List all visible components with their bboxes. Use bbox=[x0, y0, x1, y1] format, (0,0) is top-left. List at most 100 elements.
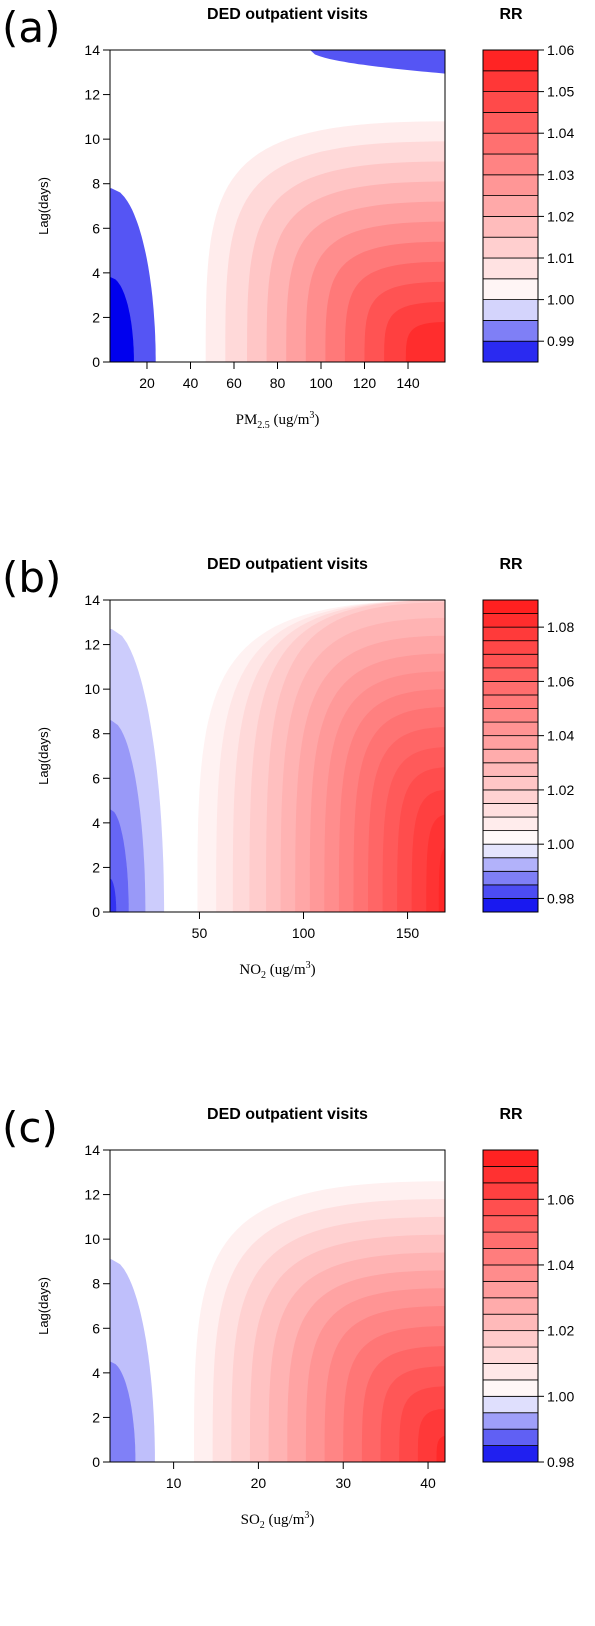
panel-label: (c) bbox=[2, 1103, 58, 1152]
y-tick-label: 6 bbox=[92, 1320, 100, 1336]
y-tick-label: 4 bbox=[92, 1365, 100, 1381]
legend-swatch bbox=[482, 748, 539, 764]
plot-area bbox=[110, 1150, 445, 1462]
legend-swatch bbox=[482, 613, 539, 628]
contour-region-rr-1.085 bbox=[438, 847, 445, 912]
legend-tick-label: 0.98 bbox=[547, 1454, 574, 1470]
legend-swatch bbox=[482, 1231, 539, 1249]
contour-region-rr-1.08 bbox=[426, 814, 445, 912]
legend-frame bbox=[482, 1149, 539, 1463]
legend-swatch bbox=[482, 830, 539, 845]
y-tick-label: 10 bbox=[84, 1231, 100, 1247]
legend-swatch bbox=[482, 1215, 539, 1233]
x-axis-label: SO2 (ug/m3) bbox=[241, 1510, 315, 1531]
legend-swatch bbox=[482, 1313, 539, 1332]
legend-tick-label: 1.06 bbox=[547, 1191, 574, 1207]
plot-frame bbox=[109, 1149, 446, 1463]
x-tick-label: 30 bbox=[335, 1475, 351, 1491]
legend-swatch bbox=[482, 1445, 539, 1463]
legend-swatch bbox=[482, 721, 539, 737]
legend-frame bbox=[482, 49, 539, 363]
legend-swatch bbox=[482, 174, 539, 197]
legend-swatch bbox=[482, 1166, 539, 1184]
legend-swatch bbox=[482, 775, 539, 791]
x-tick-label: 100 bbox=[309, 375, 333, 391]
contour-region-rr-0.985 bbox=[110, 277, 134, 362]
x-tick-label: 40 bbox=[420, 1475, 436, 1491]
legend-swatch bbox=[482, 694, 539, 709]
legend-swatch bbox=[482, 667, 539, 682]
legend-swatch bbox=[482, 1412, 539, 1430]
contour-region-rr-1.055 bbox=[405, 321, 445, 362]
legend-swatch bbox=[482, 599, 539, 614]
legend-tick-label: 1.03 bbox=[547, 167, 574, 183]
legend-tick-label: 1.05 bbox=[547, 84, 574, 100]
legend-swatch bbox=[482, 1182, 539, 1200]
plot-frame bbox=[109, 599, 446, 913]
legend-tick-label: 1.04 bbox=[547, 1257, 574, 1273]
legend-swatch bbox=[482, 884, 539, 899]
legend-tick-label: 1.06 bbox=[547, 42, 574, 58]
y-tick-label: 14 bbox=[84, 42, 100, 58]
legend-swatch bbox=[482, 708, 539, 723]
y-tick-label: 0 bbox=[92, 1454, 100, 1470]
legend-swatch bbox=[482, 870, 539, 886]
contour-region-rr-0.99 bbox=[110, 1361, 136, 1462]
panel-label: (b) bbox=[2, 553, 61, 602]
legend-swatch bbox=[482, 195, 539, 217]
legend-swatch bbox=[482, 803, 539, 818]
legend-tick-label: 0.99 bbox=[547, 333, 574, 349]
y-tick-label: 12 bbox=[84, 1187, 100, 1203]
legend-swatch bbox=[482, 735, 539, 750]
contour-region-rr-1.075 bbox=[411, 789, 445, 912]
y-axis-label: Lag(days) bbox=[36, 1277, 51, 1335]
legend-swatch bbox=[482, 70, 539, 93]
chart-title: DED outpatient visits bbox=[207, 556, 368, 573]
y-tick-label: 8 bbox=[92, 726, 100, 742]
y-tick-label: 2 bbox=[92, 309, 100, 325]
legend-swatch bbox=[482, 1280, 539, 1299]
x-tick-label: 150 bbox=[396, 925, 420, 941]
legend-tick-label: 1.01 bbox=[547, 250, 574, 266]
legend-swatch bbox=[482, 1297, 539, 1315]
y-axis-label: Lag(days) bbox=[36, 177, 51, 235]
legend-swatch bbox=[482, 1330, 539, 1348]
legend-swatch bbox=[482, 49, 539, 72]
legend-swatch bbox=[482, 1248, 539, 1266]
legend-frame bbox=[482, 599, 539, 913]
legend-tick-label: 1.06 bbox=[547, 673, 574, 689]
y-axis-label: Lag(days) bbox=[36, 727, 51, 785]
y-tick-label: 6 bbox=[92, 220, 100, 236]
legend-swatch bbox=[482, 132, 539, 155]
legend-tick-label: 1.02 bbox=[547, 782, 574, 798]
legend-tick-label: 0.98 bbox=[547, 890, 574, 906]
y-tick-label: 4 bbox=[92, 815, 100, 831]
legend-swatch bbox=[482, 898, 539, 913]
chart-title: DED outpatient visits bbox=[207, 6, 368, 23]
y-tick-label: 2 bbox=[92, 1409, 100, 1425]
legend-tick-label: 1.02 bbox=[547, 208, 574, 224]
y-tick-label: 10 bbox=[84, 131, 100, 147]
contour-region-rr-0.98 bbox=[110, 878, 117, 912]
legend-swatch bbox=[482, 1198, 539, 1217]
chart-panel-b: (b) DED outpatient visits RR 0 2 4 6 8 10 12 14 Lag… bbox=[2, 553, 574, 981]
legend-swatch bbox=[482, 1346, 539, 1364]
legend-swatch bbox=[482, 257, 539, 280]
legend-swatch bbox=[482, 1395, 539, 1414]
panel-b: (b) DED outpatient visits RR 0 2 4 6 8 10 12 14 Lag… bbox=[0, 550, 595, 1070]
legend-tick-label: 1.00 bbox=[547, 1388, 574, 1404]
y-tick-label: 12 bbox=[84, 637, 100, 653]
legend-tick-label: 1.08 bbox=[547, 619, 574, 635]
legend-swatch bbox=[482, 299, 539, 321]
legend-swatch bbox=[482, 1264, 539, 1282]
legend-swatch bbox=[482, 319, 539, 342]
legend-swatch bbox=[482, 857, 539, 872]
y-tick-label: 0 bbox=[92, 354, 100, 370]
legend-tick-label: 1.04 bbox=[547, 125, 574, 141]
x-tick-label: 100 bbox=[292, 925, 316, 941]
plot-area bbox=[110, 50, 445, 362]
legend-title: RR bbox=[499, 1106, 523, 1123]
y-tick-label: 14 bbox=[84, 1142, 100, 1158]
y-tick-label: 12 bbox=[84, 87, 100, 103]
x-axis-label: NO2 (ug/m3) bbox=[239, 960, 315, 981]
